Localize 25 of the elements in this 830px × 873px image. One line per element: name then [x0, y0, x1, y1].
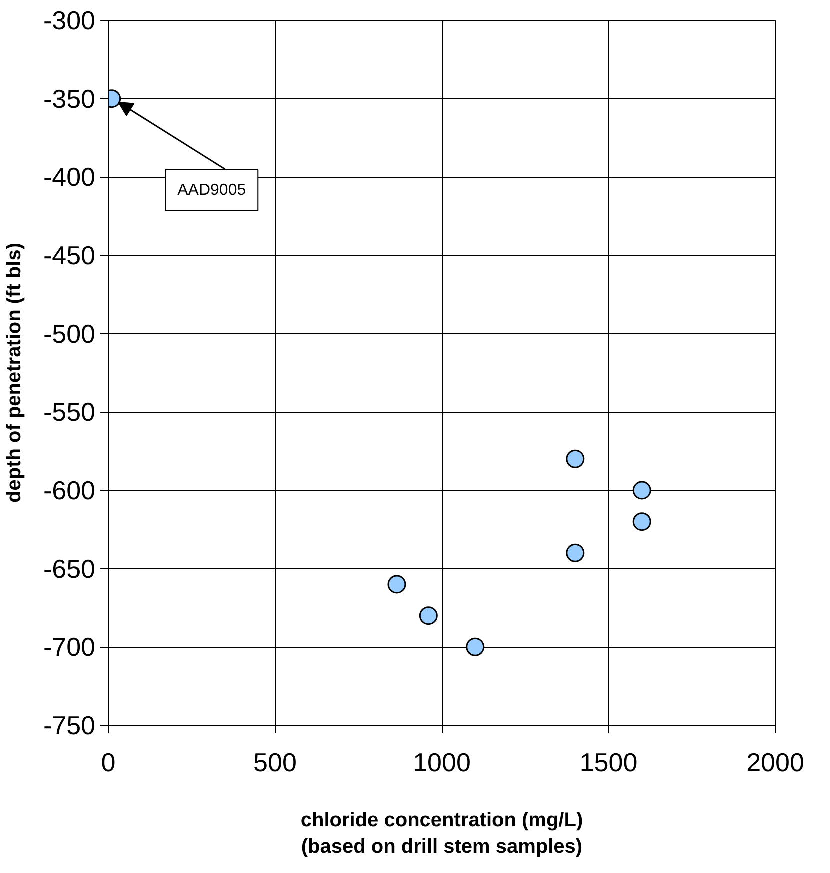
y-tick-label: -500 [43, 318, 96, 349]
x-tick-label: 1500 [580, 748, 638, 778]
point [566, 544, 585, 562]
y-tick-label: -350 [43, 84, 96, 114]
x-tick-label: 0 [101, 748, 116, 778]
point [632, 512, 652, 532]
y-axis-title: depth of penetration (ft bls) [3, 243, 26, 503]
y-tick-label: -650 [43, 554, 96, 584]
y-tick-label: -400 [43, 162, 96, 192]
y-tick-label: -300 [43, 6, 96, 36]
annotation: AAD9005 [178, 182, 246, 199]
x-axis-title: chloride concentration (mg/L) (based on drill stem samples) [300, 810, 584, 858]
x-tick-label: 2000 [746, 748, 804, 778]
point [388, 575, 406, 594]
point [419, 606, 438, 626]
y-tick-label: -750 [43, 710, 96, 740]
point [466, 638, 485, 656]
point [632, 481, 652, 500]
point [566, 450, 585, 468]
x-tick-label: 1000 [413, 748, 471, 778]
y-tick-label: -600 [43, 476, 96, 506]
x-tick-label: 500 [254, 748, 297, 778]
y-tick-label: -450 [43, 240, 96, 270]
y-tick-label: -700 [43, 632, 96, 662]
y-tick-label: -550 [43, 397, 96, 428]
